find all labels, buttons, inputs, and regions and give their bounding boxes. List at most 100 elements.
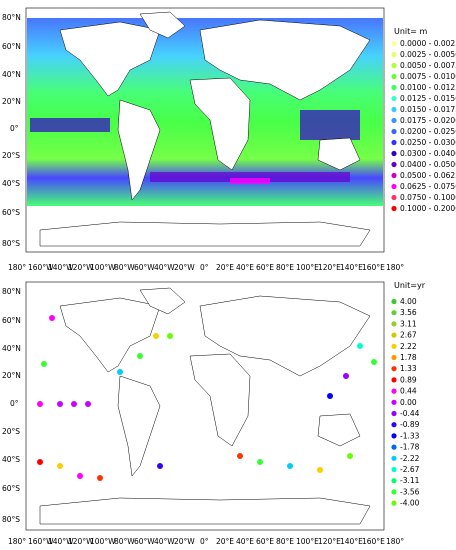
bottom-lat-label: 20°S <box>2 427 20 436</box>
station-dot <box>343 373 349 379</box>
station-dot <box>57 401 63 407</box>
top-lon-label: 80°W <box>114 263 135 272</box>
top-legend-label: 0.0000 - 0.0025 <box>400 39 456 48</box>
top-lat-label: 20°N <box>2 97 21 106</box>
bottom-legend-label: 0.44 <box>400 387 417 396</box>
station-dot <box>347 453 353 459</box>
bottom-legend-label: -3.11 <box>400 476 420 485</box>
bottom-legend-swatch <box>391 399 397 405</box>
top-lat-label: 40°N <box>2 70 21 79</box>
bottom-legend-label: -2.67 <box>400 465 420 474</box>
bottom-lon-label: 180° <box>386 537 404 546</box>
antarctica <box>39 221 371 247</box>
antarctica <box>39 497 371 525</box>
bottom-lat-label: 40°N <box>2 344 21 353</box>
bottom-legend-label: -0.89 <box>400 420 420 429</box>
north-america <box>59 21 161 97</box>
bottom-legend-swatch <box>391 343 397 349</box>
bottom-lon-label: 100°W <box>90 537 116 546</box>
bottom-legend-label: -1.78 <box>400 443 420 452</box>
bottom-lon-label: 20°W <box>174 537 195 546</box>
top-legend-label: 0.1000 - 0.2000 <box>400 204 456 213</box>
top-legend-swatch <box>391 183 397 190</box>
top-lon-labels: 180° 160°W 140°W 120°W 100°W 80°W 60°W 4… <box>8 263 404 272</box>
top-lon-label: 20°E <box>216 263 234 272</box>
top-lat-labels: 80°N 60°N 40°N 20°N 0° 20°S 40°S 60°S 80… <box>2 13 21 248</box>
top-legend-swatch <box>391 161 397 168</box>
bottom-lon-label: 140°E <box>340 537 363 546</box>
station-dot <box>287 463 293 469</box>
top-band-southern <box>150 172 350 182</box>
station-dot <box>85 401 91 407</box>
bottom-legend-swatch <box>391 410 397 417</box>
top-map-svg: 80°N 60°N 40°N 20°N 0° 20°S 40°S 60°S 80… <box>2 7 456 272</box>
bottom-lon-label: 60°E <box>256 537 274 546</box>
top-legend-label: 0.0200 - 0.0250 <box>400 127 456 136</box>
top-lon-label: 120°W <box>68 263 94 272</box>
bottom-lat-label: 80°S <box>2 515 20 524</box>
station-dot <box>371 359 377 365</box>
bottom-legend-label: 0.89 <box>400 375 417 384</box>
top-legend-label: 0.0100 - 0.0125 <box>400 83 456 92</box>
bottom-lon-label: 180° <box>8 537 26 546</box>
bottom-legend-label: 2.22 <box>400 342 417 351</box>
top-legend-unit: Unit= m <box>394 27 428 36</box>
station-dot <box>157 463 163 469</box>
top-lat-label: 60°S <box>2 208 20 217</box>
top-legend-label: 0.0075 - 0.0100 <box>400 72 456 81</box>
station-dot <box>37 401 43 407</box>
bottom-legend-swatch <box>391 310 397 316</box>
top-legend-label: 0.0125 - 0.0150 <box>400 94 456 103</box>
bottom-legend-label: -0.44 <box>400 409 420 418</box>
station-dot <box>57 463 63 469</box>
bottom-legend-label: 3.11 <box>400 319 417 328</box>
bottom-lon-label: 160°W <box>28 537 54 546</box>
top-lon-label: 40°E <box>236 263 254 272</box>
top-legend-label: 0.0300 - 0.0400 <box>400 149 456 158</box>
top-map-panel: 80°N 60°N 40°N 20°N 0° 20°S 40°S 60°S 80… <box>2 7 456 272</box>
bottom-lon-label: 40°E <box>236 537 254 546</box>
top-lon-label: 120°E <box>318 263 341 272</box>
top-legend-swatch <box>391 95 397 102</box>
top-lon-label: 100°E <box>296 263 319 272</box>
top-legend: 0.0000 - 0.0025 0.0025 - 0.0050 0.0050 - 0… <box>391 39 456 213</box>
top-legend-label: 0.0750 - 0.1000 <box>400 193 456 202</box>
bottom-legend-label: 2.67 <box>400 331 417 340</box>
bottom-legend-label: 3.56 <box>400 308 417 317</box>
top-lat-label: 0° <box>10 124 19 133</box>
station-dot <box>257 459 263 465</box>
bottom-lon-label: 120°W <box>68 537 94 546</box>
top-lon-label: 160°E <box>362 263 385 272</box>
bottom-legend-label: -4.00 <box>400 499 420 508</box>
bottom-legend-label: 0.00 <box>400 398 417 407</box>
top-lon-label: 100°W <box>90 263 116 272</box>
bottom-legend-label: -1.33 <box>400 431 420 440</box>
bottom-lon-label: 80°W <box>114 537 135 546</box>
bottom-map-panel: 80°N 60°N 40°N 20°N 0° 20°S 40°S 60°S 80… <box>0 276 456 550</box>
station-dot <box>137 353 143 359</box>
bottom-lat-label: 40°S <box>2 455 20 464</box>
top-legend-swatch <box>391 128 397 135</box>
bottom-legend-unit: Unit=yr <box>394 281 426 290</box>
top-legend-label: 0.0500 - 0.0625 <box>400 171 456 180</box>
bottom-legend-swatch <box>391 455 397 461</box>
eurasia <box>199 295 371 377</box>
top-legend-swatch <box>391 117 397 124</box>
top-lat-label: 20°S <box>2 151 20 160</box>
bottom-lon-label: 100°E <box>296 537 319 546</box>
greenland <box>139 11 186 39</box>
top-lat-label: 80°N <box>2 13 21 22</box>
top-legend-swatch <box>391 40 397 47</box>
bottom-legend-swatch <box>391 489 397 495</box>
bottom-lon-label: 120°E <box>318 537 341 546</box>
bottom-lon-label: 40°W <box>154 537 175 546</box>
top-lat-label: 80°S <box>2 239 20 248</box>
bottom-legend: 4.00 3.56 3.11 2.67 2.22 1.78 1.33 0.89 0.44 0.00… <box>391 297 420 508</box>
bottom-legend-swatch <box>391 354 397 361</box>
australia <box>317 137 361 171</box>
top-continents <box>39 11 371 247</box>
bottom-map-svg: 80°N 60°N 40°N 20°N 0° 20°S 40°S 60°S 80… <box>2 281 426 546</box>
top-lon-label: 180° <box>8 263 26 272</box>
bottom-lon-labels: 180° 160°W 140°W 120°W 100°W 80°W 60°W 4… <box>8 537 404 546</box>
top-legend-swatch <box>391 150 397 157</box>
